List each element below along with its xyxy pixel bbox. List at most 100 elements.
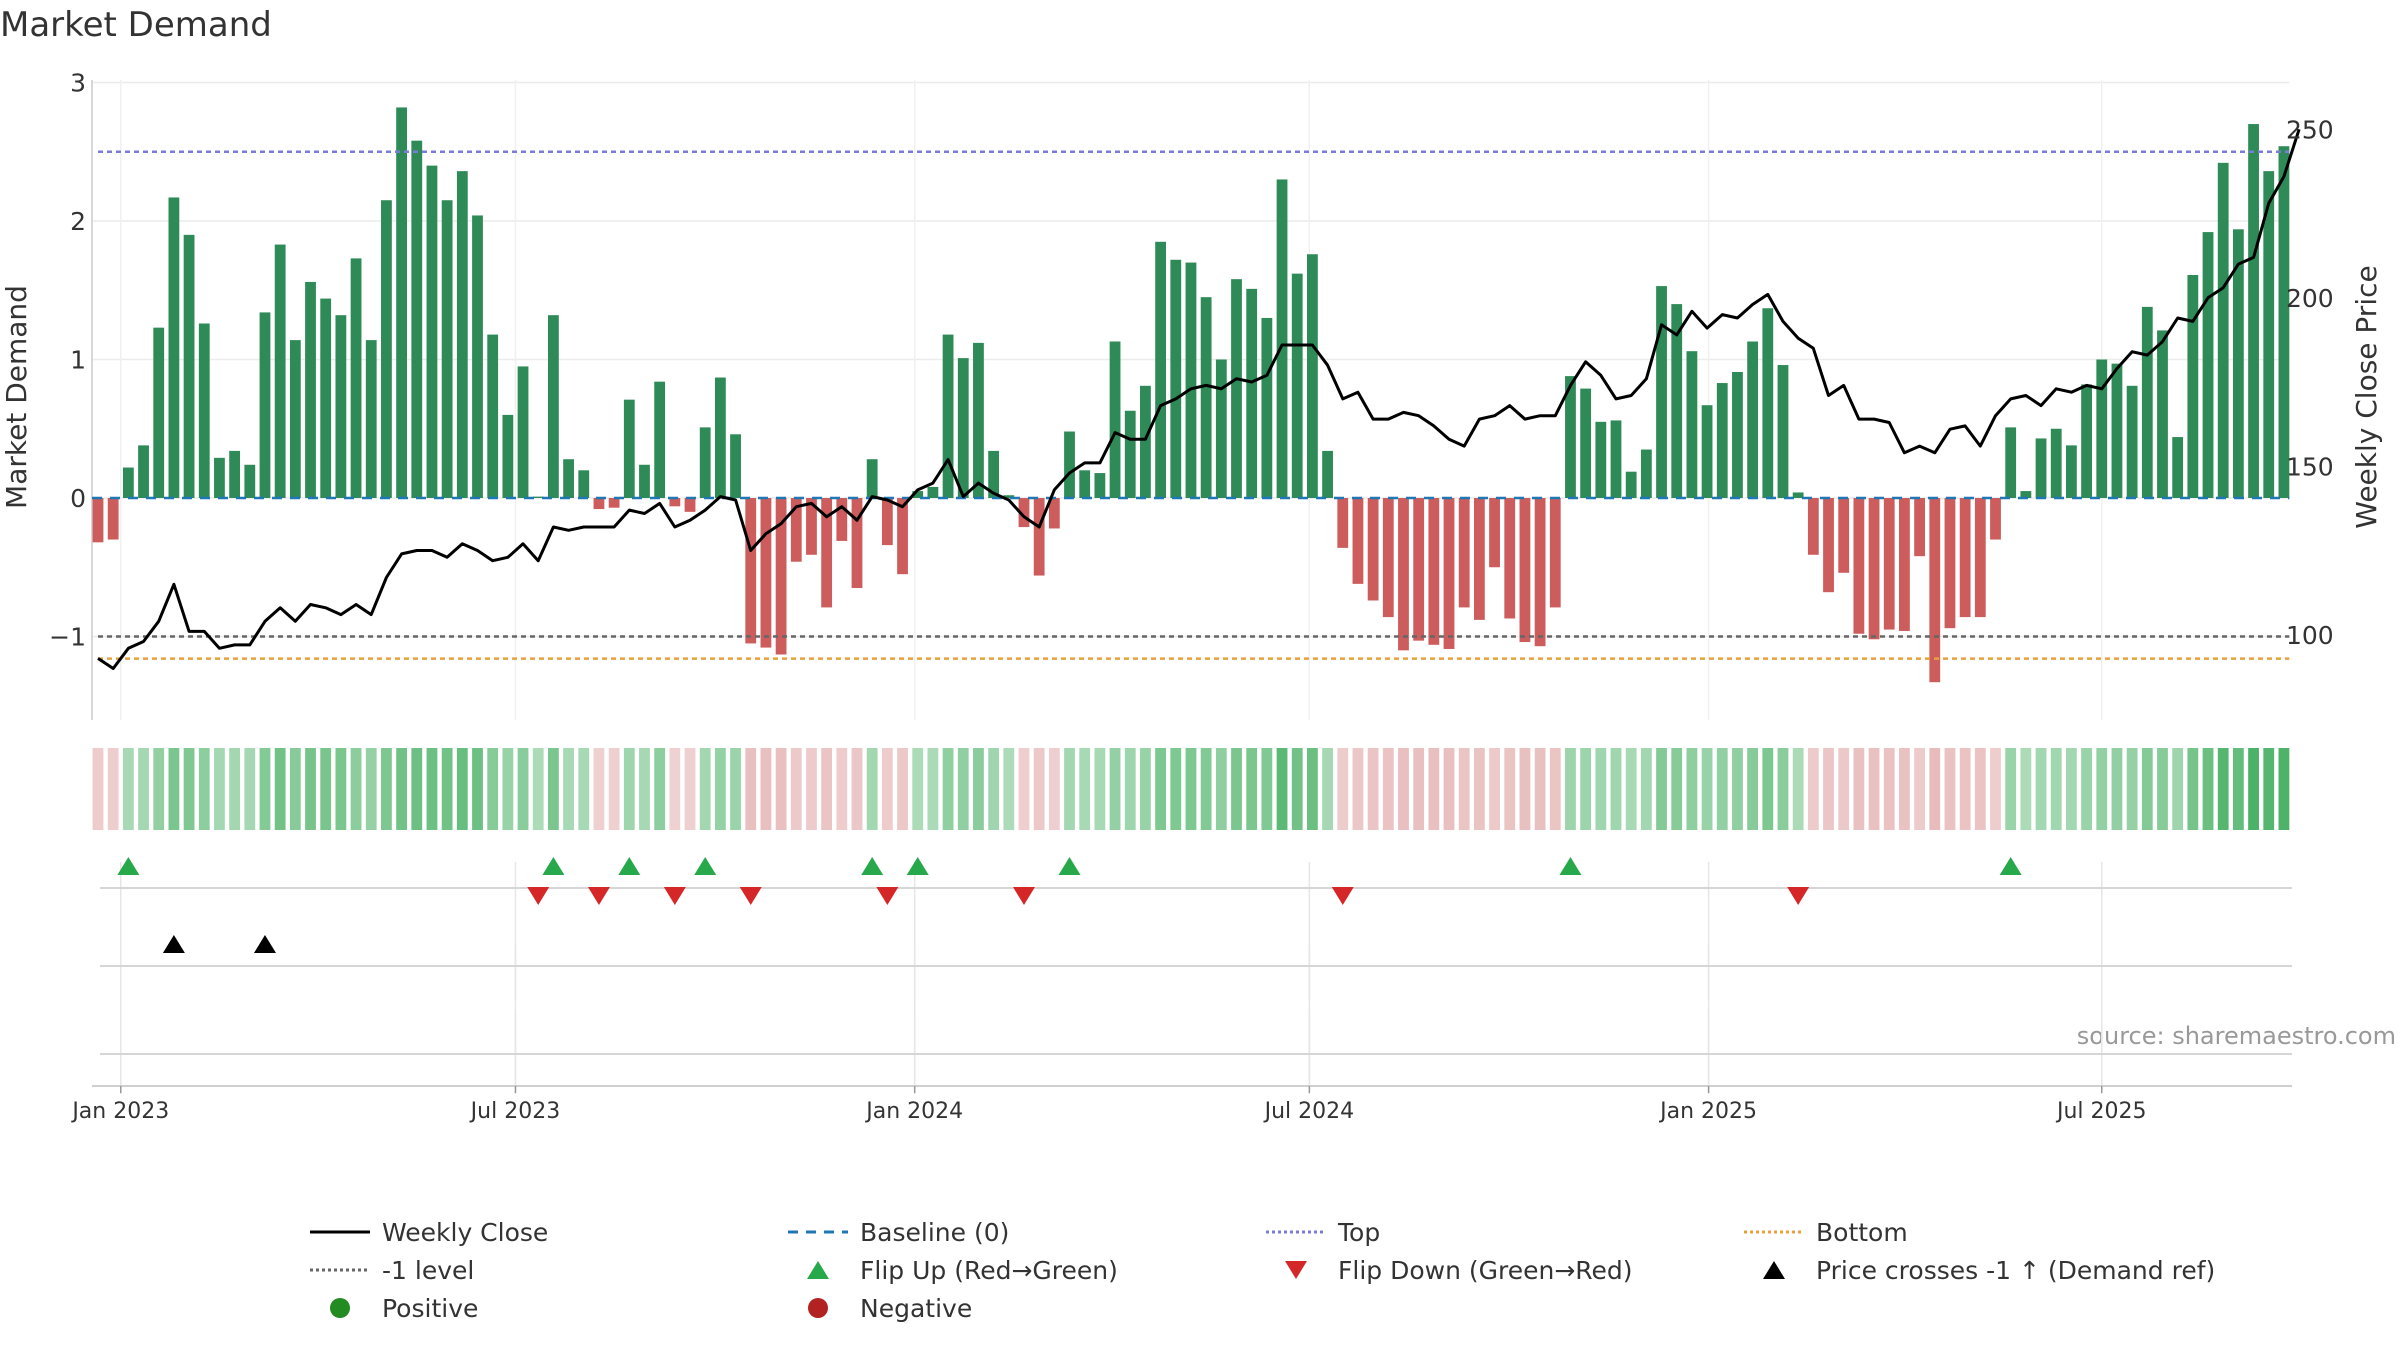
legend-swatch-tri-up — [1763, 1261, 1785, 1279]
strip-cell — [1382, 748, 1394, 830]
strip-cell — [563, 748, 574, 830]
demand-bar — [1170, 259, 1182, 498]
legend-label: Positive — [382, 1294, 478, 1323]
y-tick-label: 3 — [70, 69, 86, 98]
strip-cell — [1565, 748, 1576, 830]
demand-bar — [1003, 495, 1015, 498]
demand-bar — [1473, 498, 1485, 620]
demand-bar — [2232, 229, 2244, 498]
demand-bar — [2248, 124, 2259, 499]
x-tick-label: Jul 2023 — [469, 1099, 561, 1124]
strip-cell — [1701, 748, 1713, 830]
flip-down-marker — [739, 887, 762, 905]
strip-cell — [1929, 748, 1941, 830]
demand-bar — [821, 498, 833, 608]
legend-label: Flip Down (Green→Red) — [1338, 1256, 1633, 1285]
flip-down-marker — [1012, 887, 1035, 905]
legend-label: -1 level — [382, 1256, 474, 1285]
y2-tick-label: 200 — [2286, 284, 2334, 313]
strip-cell — [1337, 748, 1349, 830]
strip-cell — [1458, 748, 1470, 830]
strip-cell — [1261, 748, 1273, 830]
demand-bar — [684, 498, 696, 512]
demand-bar — [214, 457, 225, 498]
strip-cell — [730, 748, 741, 830]
strip-cell — [92, 748, 104, 830]
legend-label: Bottom — [1816, 1218, 1908, 1247]
strip-cell — [608, 748, 620, 830]
demand-bars — [92, 107, 2290, 683]
demand-bar — [1656, 286, 1667, 498]
demand-bar — [229, 450, 241, 498]
strip-cell — [1595, 748, 1607, 830]
demand-bar — [335, 315, 347, 498]
demand-bar — [1914, 498, 1925, 557]
demand-bar — [730, 434, 741, 498]
demand-bar — [1807, 498, 1819, 555]
demand-bar — [1838, 498, 1850, 573]
strip-cell — [107, 748, 119, 830]
strip-cell — [1185, 748, 1197, 830]
demand-bar — [1231, 279, 1242, 498]
strip-cell — [1155, 748, 1166, 830]
strip-cell — [229, 748, 241, 830]
strip-cell — [532, 748, 544, 830]
demand-bar — [957, 358, 969, 498]
strip-cell — [1140, 748, 1151, 830]
demand-bar — [1701, 405, 1713, 498]
strip-cell — [866, 748, 878, 830]
weekly-close-layer — [97, 128, 2301, 670]
strip-cell — [1003, 748, 1015, 830]
flip-up-marker — [861, 857, 884, 875]
strip-cell — [669, 748, 681, 830]
demand-bar — [578, 470, 590, 498]
strip-cell — [1064, 748, 1075, 830]
demand-bar — [1944, 498, 1956, 629]
strip-cell — [1352, 748, 1364, 830]
demand-bar — [1762, 308, 1774, 498]
flip-down-marker — [663, 887, 686, 905]
demand-bar — [745, 498, 757, 644]
legend-swatch-dot — [330, 1298, 350, 1318]
strip-cell — [1170, 748, 1182, 830]
strip-cell — [1519, 748, 1531, 830]
demand-bar — [1640, 449, 1652, 498]
demand-bar — [897, 498, 908, 575]
demand-bar — [305, 281, 316, 498]
strip-cell — [472, 748, 483, 830]
strip-cell — [821, 748, 833, 830]
demand-bar — [1534, 498, 1546, 647]
demand-bar — [2187, 275, 2199, 498]
demand-bar — [1625, 471, 1637, 498]
strip-cell — [897, 748, 908, 830]
demand-bar — [912, 491, 924, 498]
demand-bar — [1853, 498, 1865, 634]
legend: Weekly Close Baseline (0) Top Bottom -1 leve… — [310, 1218, 2215, 1323]
strip-cell — [593, 748, 605, 830]
demand-bar — [836, 498, 848, 541]
demand-bar — [1519, 498, 1531, 643]
strip-cell — [1322, 748, 1333, 830]
strip-cell — [2081, 748, 2092, 830]
flip-up-marker — [542, 857, 565, 875]
strip-cell — [1686, 748, 1698, 830]
strip-cell — [942, 748, 954, 830]
demand-bar — [1337, 498, 1349, 548]
strip-cell — [2202, 748, 2214, 830]
demand-bar — [259, 312, 271, 498]
strip-cell — [1899, 748, 1910, 830]
weekly-close-line — [97, 128, 2301, 670]
demand-bar — [1990, 498, 2001, 540]
strip-cell — [441, 748, 453, 830]
strip-cell — [1747, 748, 1759, 830]
chart-title: Market Demand — [0, 5, 272, 45]
strip-cell — [411, 748, 423, 830]
strip-cell — [2263, 748, 2275, 830]
strip-cell — [1473, 748, 1485, 830]
strip-cell — [1504, 748, 1516, 830]
demand-bar — [654, 381, 666, 498]
demand-bar — [927, 486, 939, 498]
demand-bar — [851, 498, 863, 589]
strip-cell — [1671, 748, 1683, 830]
